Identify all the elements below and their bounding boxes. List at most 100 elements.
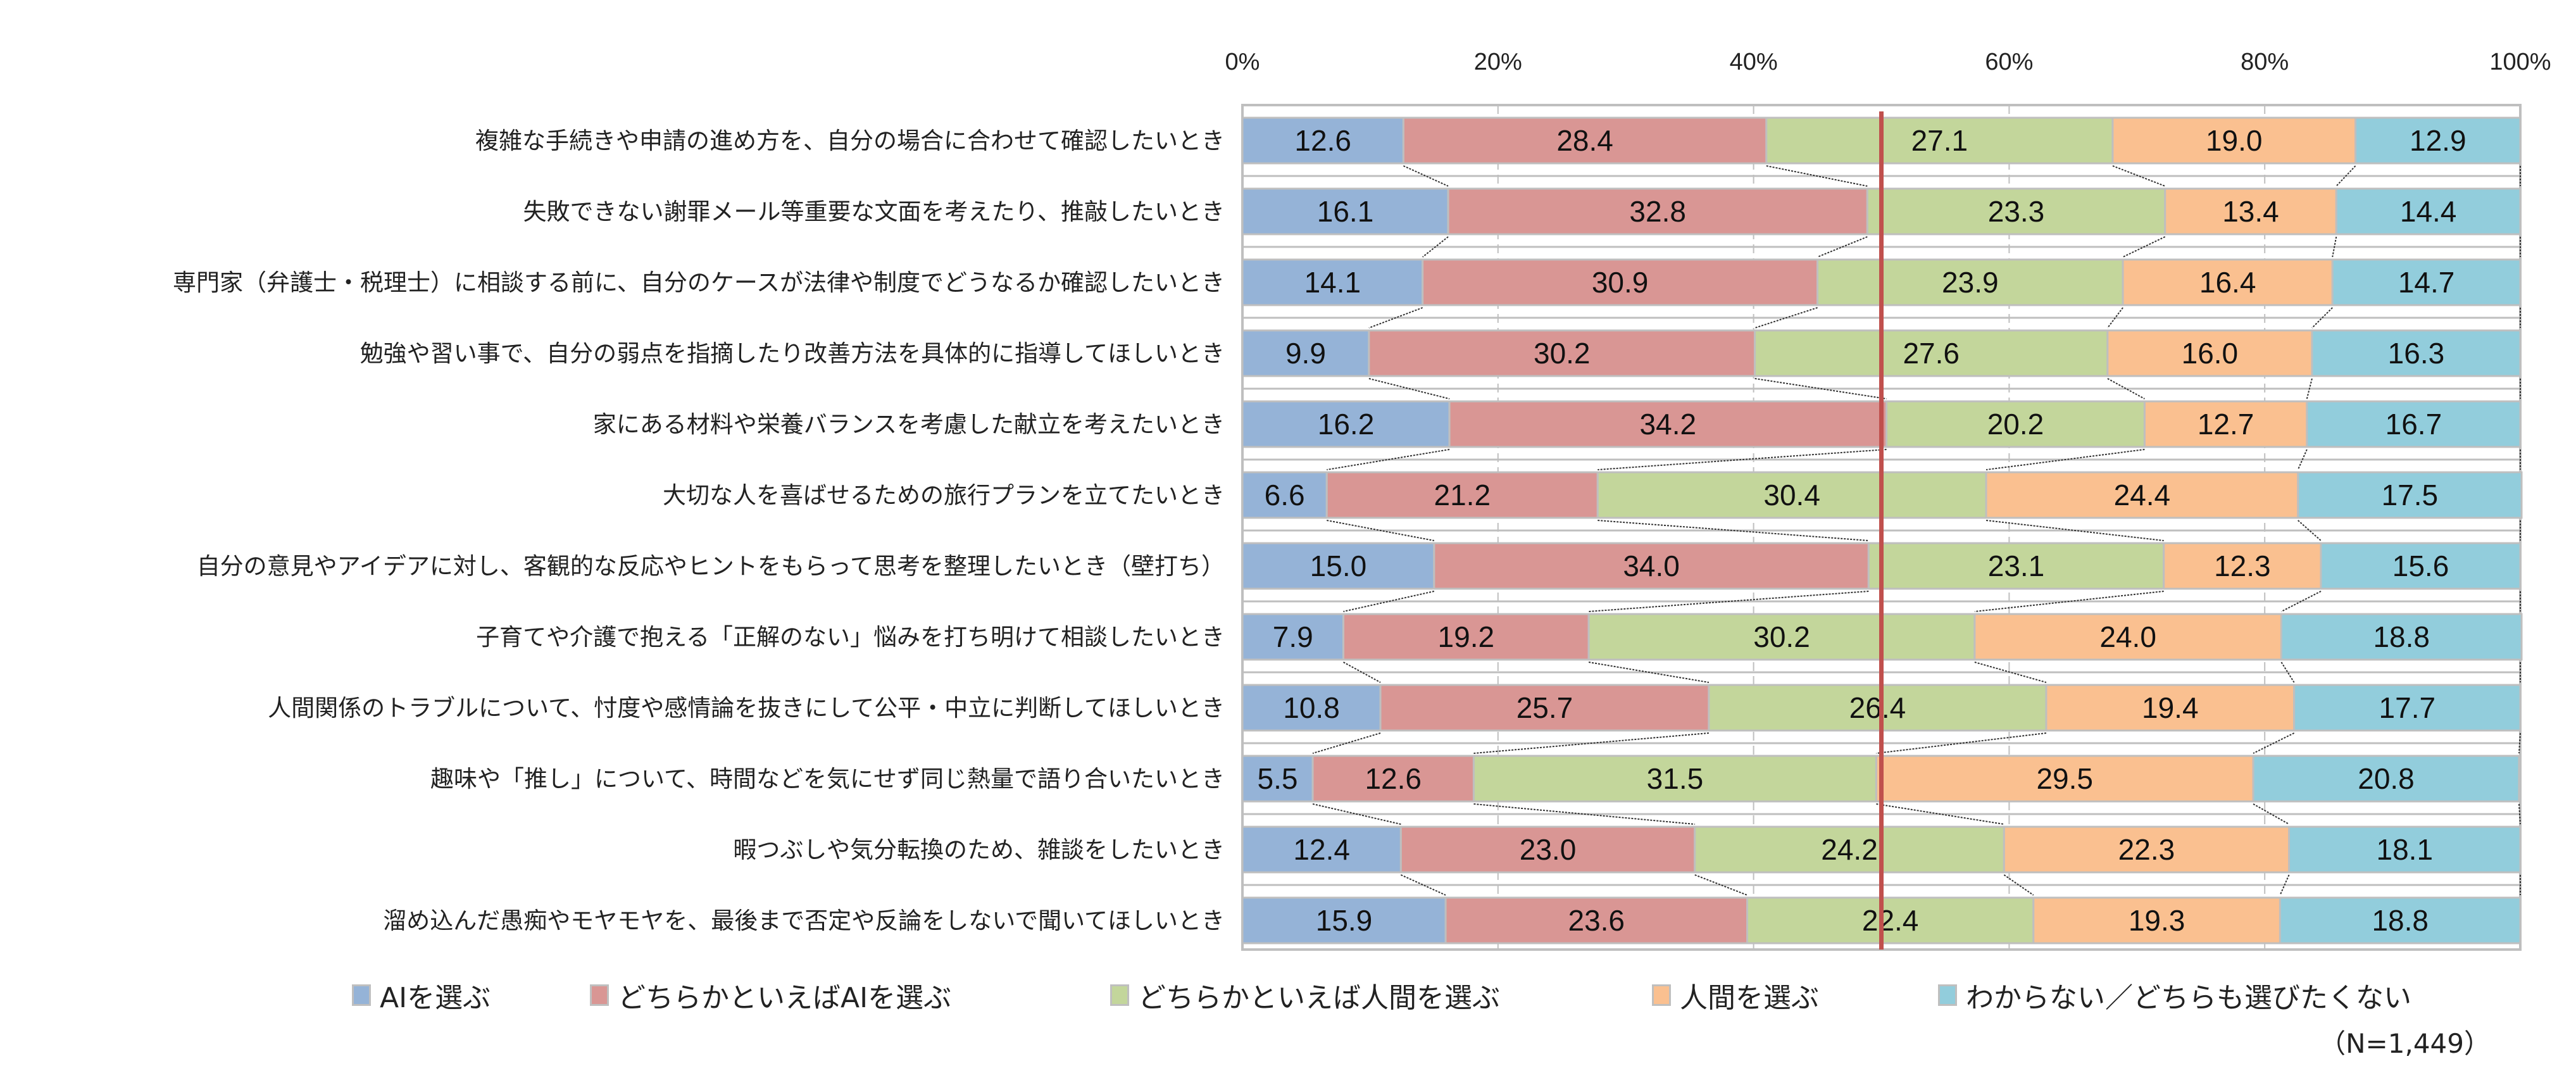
data-label: 19.0	[2206, 124, 2263, 157]
legend-item: わからない／どちらも選びたくない	[1938, 975, 2411, 1015]
category-label: 自分の意見やアイデアに対し、客観的な反応やヒントをもらって思考を整理したいとき（…	[197, 553, 1225, 580]
data-label: 14.4	[2400, 195, 2457, 228]
legend-swatch	[1652, 984, 1671, 1006]
data-label: 14.1	[1304, 266, 1361, 299]
series-connector-line	[2253, 732, 2295, 754]
data-label: 12.7	[2198, 408, 2254, 441]
data-label: 16.3	[2388, 337, 2445, 370]
data-label: 23.3	[1988, 195, 2045, 228]
legend-swatch	[1110, 984, 1129, 1006]
data-label: 27.1	[1911, 124, 1968, 157]
data-label: 23.6	[1568, 904, 1625, 937]
data-label: 32.8	[1629, 195, 1686, 228]
data-label: 16.7	[2385, 408, 2442, 441]
legend-item: AIを選ぶ	[352, 975, 491, 1015]
data-label: 30.2	[1534, 337, 1591, 370]
series-connector-line	[2107, 378, 2145, 399]
data-label: 18.1	[2377, 833, 2434, 866]
x-tick-label: 40%	[1730, 49, 1778, 75]
data-label: 15.6	[2392, 549, 2449, 582]
series-connector-line	[2297, 449, 2308, 470]
series-connector-line	[2332, 236, 2337, 258]
series-connector-line	[1589, 591, 1869, 612]
series-connector-line	[2298, 520, 2322, 541]
category-label: 趣味や「推し」について、時間などを気にせず同じ熱量で語り合いたいとき	[430, 765, 1225, 793]
series-connector-line	[1754, 307, 1818, 329]
bar-segment	[1241, 825, 1402, 874]
category-label: 複雑な手続きや申請の進め方を、自分の場合に合わせて確認したいとき	[475, 127, 1225, 154]
bar-segment	[1241, 896, 1447, 944]
series-connector-line	[2107, 307, 2123, 329]
bar-segment	[1402, 116, 1768, 165]
data-label: 23.0	[1520, 833, 1577, 866]
series-connector-line	[1312, 803, 1401, 825]
x-tick-label: 60%	[1985, 49, 2033, 75]
series-connector-line	[1368, 378, 1450, 399]
series-connector-line	[1766, 165, 1868, 187]
data-label: 12.6	[1294, 124, 1351, 157]
series-connector-line	[1400, 874, 1446, 896]
data-label: 23.9	[1942, 266, 1999, 299]
bar-segment	[1379, 684, 1710, 732]
bar-segment	[2106, 329, 2313, 377]
series-connector-line	[1473, 803, 1695, 825]
series-connector-line	[1343, 591, 1435, 612]
bar-segment	[2003, 825, 2291, 874]
data-label: 13.4	[2222, 195, 2279, 228]
x-tick-label: 20%	[1474, 49, 1522, 75]
bar-segment	[1444, 896, 1749, 944]
bar-segment	[1596, 471, 1987, 519]
category-label: 失敗できない謝罪メール等重要な文面を考えたり、推敲したいとき	[523, 198, 1225, 225]
legend-swatch	[590, 984, 609, 1006]
bar-segment	[2279, 896, 2522, 944]
bar-segment	[1241, 471, 1328, 519]
bar-segment	[1368, 329, 1756, 377]
legend-label: 人間を選ぶ	[1680, 982, 1819, 1014]
series-connector-line	[2311, 307, 2333, 329]
data-label: 23.1	[1988, 549, 2045, 582]
series-connector-line	[1876, 732, 2047, 754]
data-label: 16.4	[2199, 266, 2256, 299]
x-tick-label: 100%	[2489, 49, 2551, 75]
data-label: 21.2	[1434, 479, 1491, 511]
data-label: 5.5	[1258, 762, 1298, 795]
data-label: 20.8	[2358, 762, 2415, 795]
data-label: 30.2	[1753, 620, 1810, 653]
bar-segment	[2335, 187, 2522, 235]
legend-swatch	[352, 984, 371, 1006]
data-label: 22.4	[1862, 904, 1919, 937]
series-connector-line	[1312, 732, 1381, 754]
data-label: 28.4	[1556, 124, 1613, 157]
series-connector-line	[2306, 378, 2313, 399]
data-label: 12.4	[1293, 833, 1350, 866]
x-tick-label: 80%	[2241, 49, 2289, 75]
category-label: 勉強や習い事で、自分の弱点を指摘したり改善方法を具体的に指導してほしいとき	[360, 340, 1225, 367]
bar-segment	[2032, 896, 2281, 944]
series-connector-line	[1876, 803, 2004, 825]
series-connector-line	[1327, 520, 1435, 541]
data-label: 30.4	[1763, 479, 1820, 511]
series-connector-line	[2280, 662, 2295, 683]
data-label: 17.7	[2379, 691, 2436, 724]
bar-segment	[2280, 613, 2523, 661]
bar-segment	[1241, 116, 1404, 165]
bar-segment	[1241, 258, 1424, 306]
category-label: 暇つぶしや気分転換のため、雑談をしたいとき	[733, 836, 1225, 863]
bar-segment	[2306, 400, 2522, 448]
series-connector-line	[1597, 520, 1869, 541]
data-label: 18.8	[2372, 904, 2429, 937]
legend-item: 人間を選ぶ	[1652, 975, 1819, 1015]
bar-segment	[1241, 329, 1370, 377]
series-connector-line	[2253, 803, 2290, 825]
data-label: 6.6	[1265, 479, 1305, 511]
bar-segment	[2354, 116, 2522, 165]
bar-segment	[1241, 542, 1435, 590]
bar-segment	[2122, 258, 2334, 306]
legend-item: どちらかといえば人間を選ぶ	[1110, 975, 1500, 1015]
bar-segment	[1241, 755, 1314, 803]
data-label: 12.3	[2214, 549, 2271, 582]
series-connector-line	[1343, 662, 1381, 683]
series-connector-line	[1597, 449, 1887, 470]
data-label: 26.4	[1849, 691, 1906, 724]
